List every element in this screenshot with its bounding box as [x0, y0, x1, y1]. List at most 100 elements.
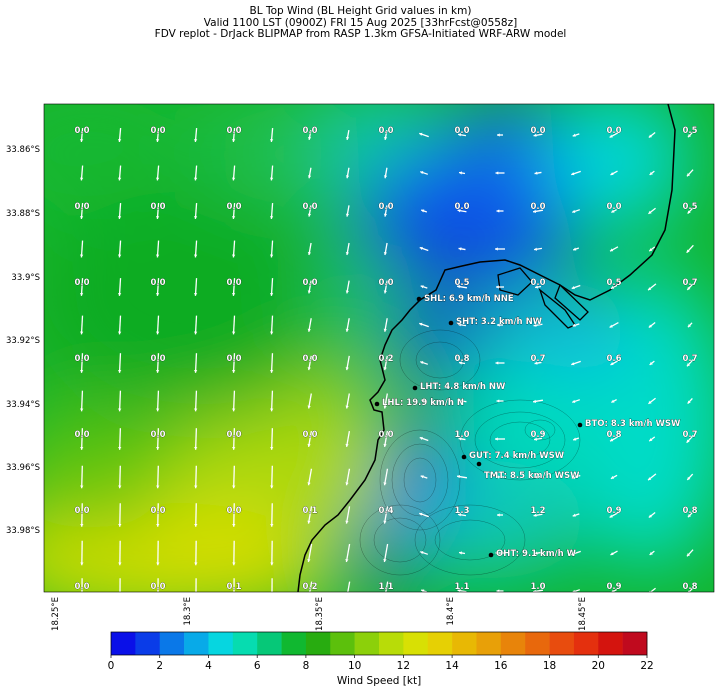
wind-arrow-head	[572, 323, 576, 327]
wind-arrow-head	[155, 293, 160, 296]
wind-arrow-head	[307, 559, 311, 563]
colorbar-title: Wind Speed [kt]	[337, 675, 421, 687]
grid-value: 0.8	[606, 430, 621, 440]
wind-arrow-head	[495, 247, 498, 251]
wind-arrow-head	[533, 589, 536, 592]
wind-arrow-head	[79, 139, 84, 142]
wind-arrow-head	[533, 133, 537, 137]
wind-arrow-head	[155, 177, 160, 181]
wind-arrow-head	[419, 132, 423, 136]
grid-value: 0.0	[226, 202, 241, 212]
station-marker	[476, 461, 482, 467]
grid-value: 1.3	[454, 506, 469, 516]
station-label: OHT: 9.1 km/h W	[496, 549, 577, 559]
station-label: SHT: 3.2 km/h NW	[456, 317, 543, 327]
wind-arrow-head	[610, 362, 614, 366]
colorbar-segment	[452, 632, 477, 655]
wind-arrow-head	[611, 209, 615, 213]
lon-label: 18.4°E	[446, 597, 456, 626]
station-label: SHL: 6.9 km/h NNE	[424, 294, 514, 304]
wind-arrow	[118, 278, 122, 296]
wind-arrow-head	[686, 249, 690, 253]
wind-arrow-head	[269, 331, 274, 335]
wind-arrow-head	[345, 482, 349, 486]
wind-arrow-head	[156, 408, 160, 412]
wind-arrow-head	[307, 136, 312, 140]
wind-arrow-head	[345, 520, 349, 524]
wind-arrow-head	[573, 437, 577, 441]
longitude-labels: 18.25°E 18.3°E 18.35°E 18.4°E 18.45°E	[51, 597, 588, 631]
wind-arrow-head	[307, 443, 311, 447]
grid-value: 0.0	[226, 126, 241, 136]
wind-arrow-head	[193, 216, 198, 219]
wind-speed-field	[44, 104, 714, 592]
wind-arrow-head	[609, 514, 613, 518]
wind-arrow-head	[421, 209, 425, 213]
grid-value: 0.0	[150, 126, 165, 136]
wind-arrow-head	[156, 485, 160, 489]
wind-arrow-head	[610, 172, 614, 176]
colorbar-segment	[500, 632, 526, 655]
wind-arrow-head	[458, 133, 462, 137]
wind-arrow-head	[156, 370, 160, 373]
colorbar-segment	[281, 632, 307, 655]
wind-arrow-head	[687, 590, 690, 592]
wind-arrow	[232, 315, 236, 335]
wind-arrow-head	[269, 177, 274, 181]
stations: SHL: 6.9 km/h NNE SHT: 3.2 km/h NW LHT: 4.…	[374, 294, 681, 559]
wind-arrow-head	[345, 443, 349, 447]
wind-arrow-head	[649, 248, 653, 252]
wind-arrow	[118, 428, 122, 450]
wind-arrow-head	[535, 475, 539, 479]
colorbar-segment	[573, 632, 599, 655]
wind-arrow	[383, 468, 389, 486]
wind-arrow-head	[495, 171, 499, 175]
wind-arrow-head	[193, 331, 198, 335]
wind-arrow-head	[307, 520, 311, 524]
wind-arrow-head	[118, 523, 122, 527]
wind-arrow	[118, 353, 122, 373]
wind-arrow-head	[194, 562, 198, 566]
lon-label: 18.25°E	[51, 597, 61, 631]
plot-frame	[43, 103, 715, 593]
lon-label: 18.45°E	[578, 597, 588, 631]
wind-arrow-head	[534, 437, 538, 441]
grid-value: 0.0	[378, 278, 393, 288]
wind-arrow	[80, 240, 84, 258]
wind-arrow	[81, 465, 83, 489]
wind-arrow-head	[79, 293, 84, 296]
grid-value: 0.8	[454, 354, 469, 364]
grid-value: 0.0	[226, 278, 241, 288]
station-label: BTO: 8.3 km/h WSW	[585, 419, 681, 429]
station-marker	[412, 385, 418, 391]
grid-value: 0.7	[682, 278, 697, 288]
colorbar-tick-label: 16	[494, 660, 508, 672]
wind-arrow-head	[345, 328, 349, 332]
station-marker	[461, 454, 467, 460]
wind-arrow-head	[458, 513, 462, 517]
colorbar-segment	[184, 632, 209, 655]
wind-arrow-head	[534, 361, 538, 365]
wind-arrow-head	[231, 216, 236, 219]
wind-arrow-head	[421, 589, 425, 592]
wind-arrow	[232, 390, 236, 412]
wind-arrow-head	[155, 139, 160, 142]
colorbar-tick-label: 22	[640, 660, 653, 672]
lat-label: 33.96°S	[6, 463, 40, 473]
wind-arrow-head	[270, 485, 274, 489]
wind-arrow	[194, 428, 198, 450]
wind-arrow	[194, 278, 198, 296]
wind-arrow	[270, 278, 274, 296]
wind-arrow-head	[535, 285, 539, 289]
wind-arrow	[195, 465, 197, 489]
wind-arrow-head	[80, 446, 84, 450]
wind-arrow-head	[609, 134, 613, 138]
wind-arrow-head	[80, 601, 83, 604]
grid-value: 1.1	[454, 582, 469, 592]
wind-arrow	[118, 315, 122, 335]
wind-arrow	[347, 581, 351, 592]
wind-arrow	[156, 390, 160, 412]
wind-arrow-head	[118, 485, 122, 489]
grid-value: 0.0	[74, 354, 89, 364]
